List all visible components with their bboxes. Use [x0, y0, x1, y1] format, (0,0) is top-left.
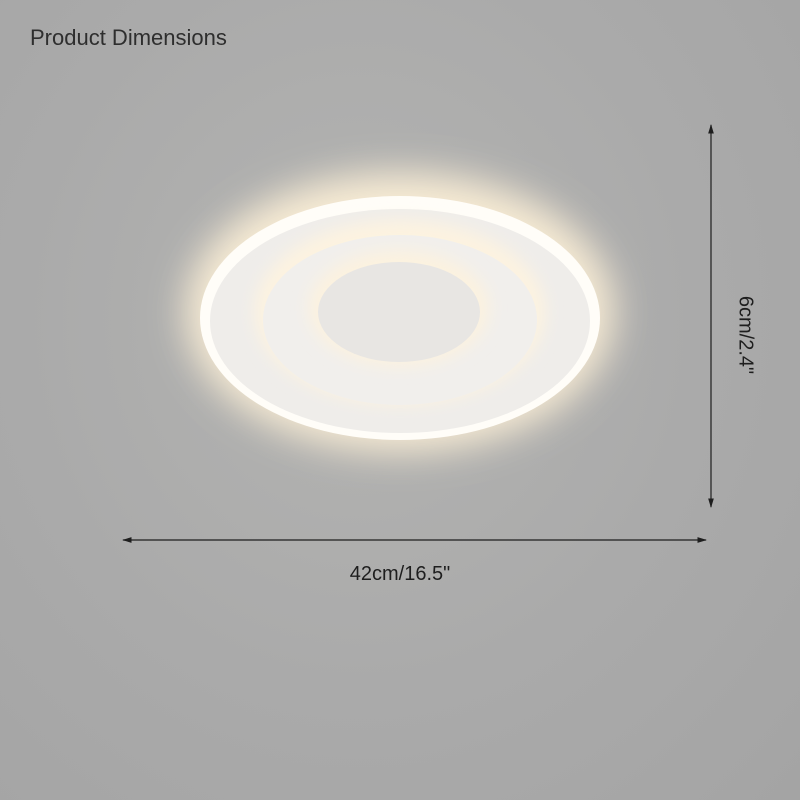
width-label: 42cm/16.5" — [349, 563, 451, 585]
inner-disc — [318, 262, 480, 362]
page-title: Product Dimensions — [30, 25, 227, 50]
height-label: 6cm/2.4" — [734, 295, 757, 375]
